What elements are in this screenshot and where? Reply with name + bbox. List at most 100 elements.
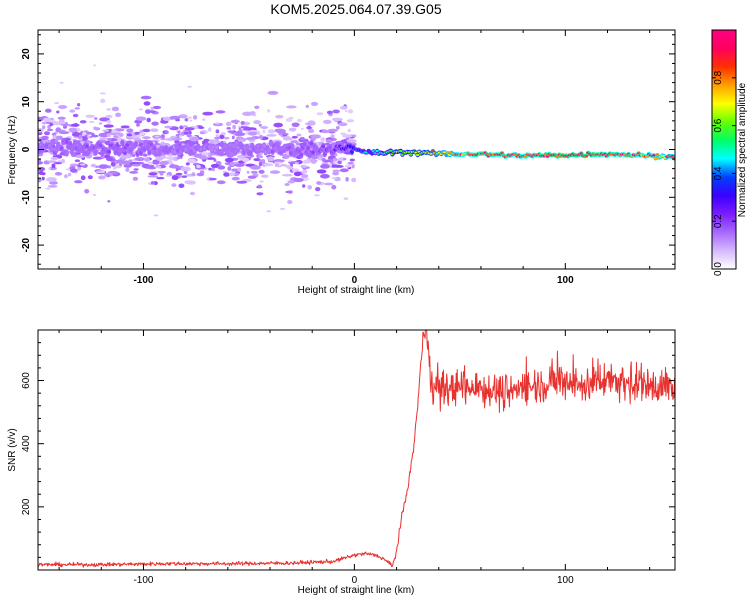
spectrogram-cell	[316, 112, 324, 116]
spectrogram-cell	[259, 180, 264, 183]
spectrogram-cell	[261, 174, 269, 178]
spectrogram-cell	[150, 181, 155, 185]
spectrogram-cell	[315, 187, 321, 192]
spectrogram-cell	[64, 137, 71, 141]
spectrogram-cell	[155, 156, 164, 161]
spectrogram-cell	[177, 143, 182, 147]
spectrogram-cell	[258, 123, 262, 127]
spectrogram-cell	[38, 170, 44, 175]
spectrogram-cell	[310, 101, 319, 106]
spectrogram-cell	[245, 145, 249, 149]
colorbar-label: Normalized spectral amplitude	[737, 82, 748, 217]
spectrogram-xlabel: Height of straight line (km)	[298, 285, 415, 296]
spectrogram-cell	[142, 147, 147, 151]
spectrogram-cell	[87, 175, 93, 180]
spectrogram-cell	[352, 134, 357, 138]
spectrogram-cell	[287, 180, 296, 184]
spectrogram-cell	[139, 129, 144, 133]
spectrogram-cell	[231, 135, 235, 140]
spectrogram-cell	[299, 136, 305, 140]
spectrogram-cell	[91, 134, 99, 138]
spectrogram-cell	[99, 117, 110, 122]
spectrogram-cell	[85, 144, 89, 148]
spectrogram-cell	[57, 160, 62, 163]
spectrogram-cell	[51, 163, 56, 169]
spectrogram-cell	[211, 166, 215, 172]
spectrogram-cell	[134, 157, 145, 162]
spectrogram-cell	[111, 106, 120, 112]
spectrogram-cell	[305, 104, 309, 108]
spectrogram-cell	[58, 105, 68, 109]
spectrogram-cell	[269, 141, 273, 145]
spectrogram-cell	[123, 151, 127, 156]
spectrogram-cell	[50, 157, 59, 160]
spectrogram-cell	[107, 200, 111, 203]
spectrogram-cell	[351, 177, 357, 183]
spectrogram-cell	[147, 175, 159, 178]
y-tick-label: 0	[21, 146, 32, 152]
spectrogram-cell	[321, 158, 326, 162]
spectrogram-cell	[287, 145, 292, 150]
spectrogram-cell	[160, 137, 166, 141]
spectrogram-cell	[330, 134, 335, 139]
spectrogram-cell	[267, 149, 272, 153]
colorbar-tick-label: 0.2	[713, 214, 724, 228]
spectrogram-cell	[113, 150, 118, 154]
spectrogram-cell	[210, 163, 220, 168]
spectrogram-cell	[171, 183, 177, 188]
spectrogram-cell	[156, 165, 162, 169]
spectrogram-cell	[253, 120, 261, 125]
spectrogram-cell	[142, 153, 148, 157]
spectrogram-cells	[38, 64, 675, 217]
spectrogram-cell	[248, 131, 258, 136]
spectrogram-cell	[69, 109, 76, 113]
spectrogram-cell	[273, 122, 284, 128]
spectrogram-cell	[275, 114, 284, 119]
spectrogram-cell	[258, 134, 264, 140]
spectrogram-cell	[250, 170, 258, 174]
spectrogram-cell	[322, 119, 332, 124]
spectrogram-cell	[38, 166, 46, 172]
spectrogram-cell	[187, 116, 192, 119]
spectrogram-cell	[332, 169, 341, 173]
spectrogram-cell	[146, 117, 151, 123]
spectrogram-cell	[70, 168, 78, 173]
spectrogram-cell	[290, 140, 299, 144]
spectrogram-cell	[215, 145, 219, 149]
spectrogram-cell	[347, 161, 354, 165]
spectrogram-cell	[49, 122, 53, 127]
spectrogram-cell	[207, 127, 212, 132]
spectrogram-cell	[54, 161, 63, 165]
y-tick-label: 10	[21, 96, 32, 108]
spectrogram-cell	[156, 176, 165, 180]
spectrogram-cell	[270, 149, 275, 154]
spectrogram-cell	[105, 156, 113, 162]
spectrogram-cell	[132, 176, 139, 181]
spectrogram-cell	[291, 147, 295, 152]
spectrogram-cell	[320, 174, 330, 179]
spectrogram-cell	[136, 123, 140, 127]
spectrogram-cell	[91, 145, 96, 150]
spectrogram-cell	[332, 171, 339, 176]
y-tick-label: 20	[21, 48, 32, 60]
spectrogram-ylabel: Frequency (Hz)	[7, 116, 18, 185]
spectrogram-cell	[346, 139, 357, 143]
spectrogram-cell	[98, 143, 103, 148]
spectrogram-cell	[54, 102, 60, 104]
spectrogram-cell	[202, 111, 214, 116]
spectrogram-cell	[115, 112, 122, 118]
spectrogram-cell	[339, 168, 349, 173]
spectrogram-cell	[311, 150, 315, 155]
colorbar-tick-label: 0.8	[713, 70, 724, 84]
spectrogram-cell	[332, 109, 340, 114]
spectrogram-cell	[233, 149, 238, 153]
spectrogram-cell	[300, 164, 308, 168]
spectrogram-cell	[74, 180, 83, 184]
spectrogram-cell	[231, 144, 236, 148]
spectrogram-cell	[344, 164, 352, 168]
spectrogram-cell	[267, 90, 279, 95]
spectrogram-cell	[69, 163, 79, 167]
spectrogram-cell	[67, 172, 72, 177]
x-tick-label: 0	[352, 275, 358, 286]
spectrogram-cell	[184, 127, 195, 131]
